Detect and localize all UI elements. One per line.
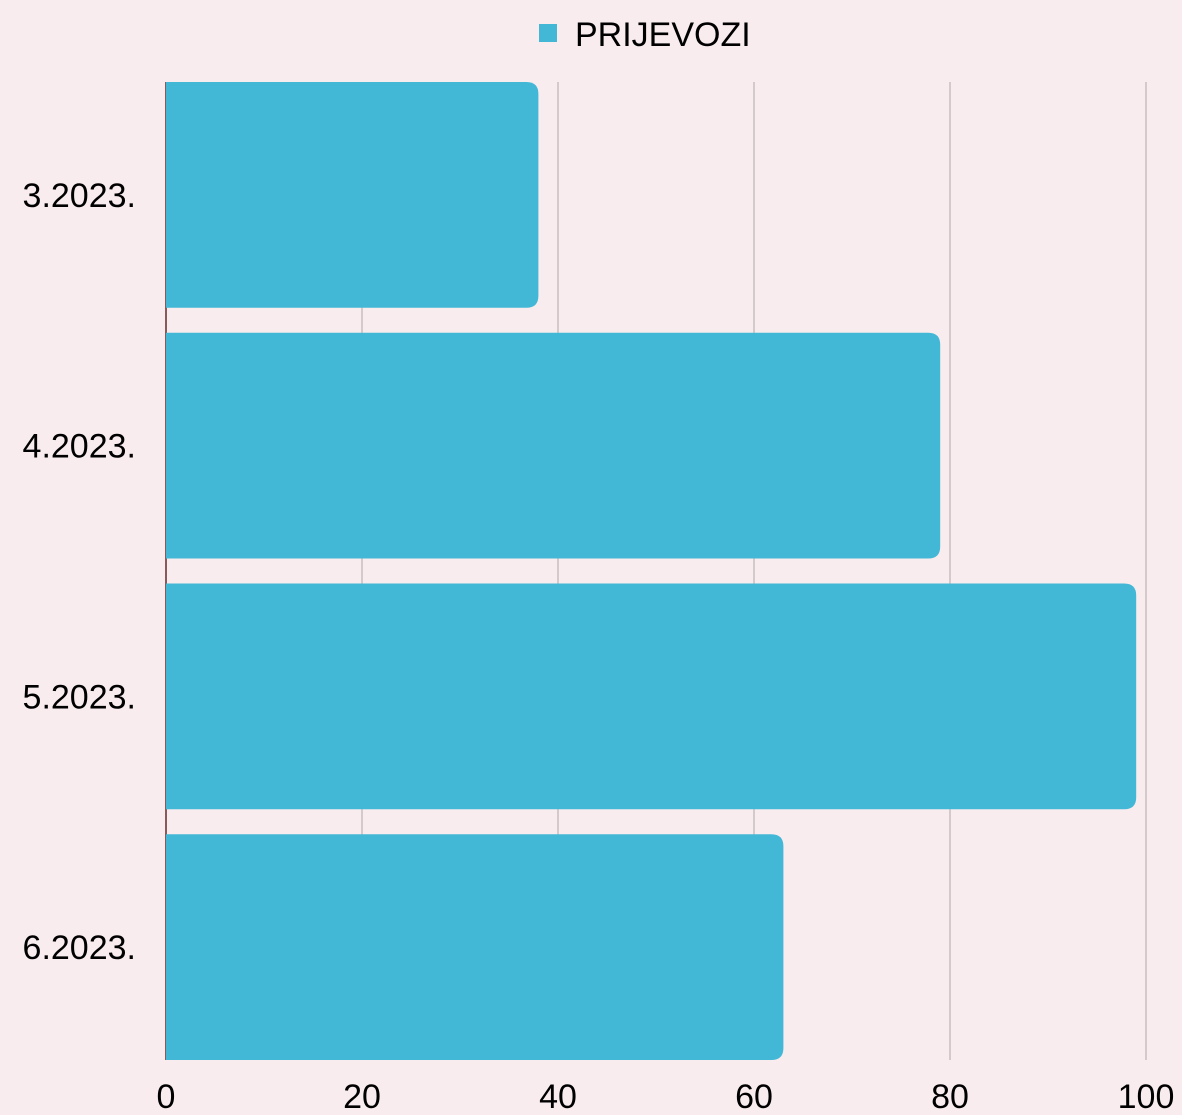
y-tick-label: 3.2023. xyxy=(23,177,136,215)
y-tick-label: 5.2023. xyxy=(23,678,136,716)
legend-swatch xyxy=(539,24,557,42)
x-tick-label: 20 xyxy=(343,1078,381,1115)
x-tick-labels: 0 20 40 60 80 100 xyxy=(157,1078,1175,1115)
bar-5.2023. xyxy=(166,583,1137,810)
x-tick-label: 60 xyxy=(735,1078,773,1115)
bar-4.2023. xyxy=(166,332,941,559)
y-tick-label: 4.2023. xyxy=(23,428,136,466)
x-tick-label: 0 xyxy=(157,1078,176,1115)
bar-6.2023. xyxy=(166,834,784,1060)
x-tick-label: 40 xyxy=(539,1078,577,1115)
legend-label: PRIJEVOZI xyxy=(575,16,751,54)
bar-3.2023. xyxy=(166,82,539,308)
legend: PRIJEVOZI xyxy=(539,16,751,54)
y-tick-label: 6.2023. xyxy=(23,929,136,967)
x-tick-label: 100 xyxy=(1118,1078,1175,1115)
bars xyxy=(166,82,1137,1060)
x-tick-label: 80 xyxy=(931,1078,969,1115)
y-tick-labels: 3.2023. 4.2023. 5.2023. 6.2023. xyxy=(23,177,136,967)
